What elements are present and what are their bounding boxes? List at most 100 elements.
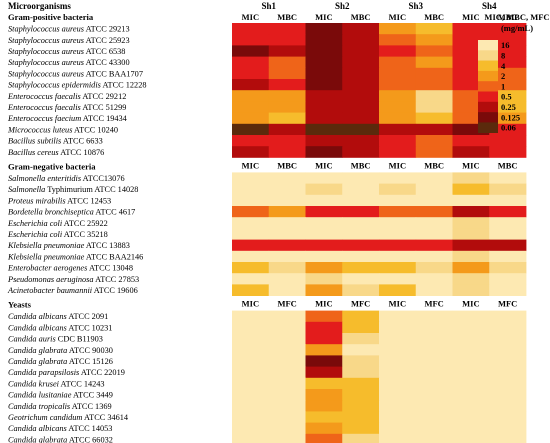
heatmap-cell (379, 284, 417, 296)
heatmap-cell (489, 123, 527, 136)
heatmap-cell (268, 56, 306, 69)
heatmap-cell (268, 355, 306, 367)
row-label: Bordetella bronchiseptica ATCC 4617 (8, 208, 135, 217)
legend-swatch (478, 60, 498, 72)
heatmap-cell (489, 411, 527, 423)
column-header-mbc: MBC (351, 12, 371, 22)
heatmap-cell (268, 273, 306, 285)
strain-id: ATCC 25922 (62, 219, 108, 228)
heatmap-cell (452, 377, 490, 390)
heatmap-cell (232, 135, 270, 147)
strain-id: ATCC 15126 (67, 357, 113, 366)
heatmap-cell (342, 389, 380, 401)
heatmap-cell (452, 433, 490, 443)
section-title: Gram-negative bacteria (8, 161, 96, 171)
heatmap-cell (268, 433, 306, 443)
species-name: Candida lusitaniae (8, 391, 72, 400)
heatmap-cell (379, 389, 417, 401)
strain-id: ATCC 35218 (62, 230, 108, 239)
heatmap-cell (268, 239, 306, 252)
heatmap-cell (305, 250, 343, 263)
section-title: Gram-positive bacteria (8, 12, 94, 22)
compound-header-sh1: Sh1 (261, 1, 276, 11)
species-name: Staphylococcus aureus (8, 36, 84, 45)
heatmap-cell (342, 206, 380, 218)
row-label: Candida albicans ATCC 10231 (8, 323, 112, 332)
heatmap-cell (379, 310, 417, 323)
row-label: Klebsiella pneumoniae ATCC BAA2146 (7, 252, 143, 261)
heatmap-cell (415, 56, 453, 69)
strain-id: ATCC 10231 (67, 323, 113, 332)
heatmap-cell (342, 250, 380, 263)
heatmap-cell (305, 433, 343, 443)
heatmap-cell (232, 217, 270, 229)
species-name: Klebsiella pneumoniae (7, 241, 85, 250)
heatmap-cell (489, 112, 527, 125)
heatmap-cell (268, 250, 306, 263)
heatmap-cell (342, 45, 380, 57)
heatmap-cell (379, 146, 417, 158)
heatmap-cell (452, 90, 490, 102)
heatmap-cell (489, 422, 527, 435)
row-label: Candida albicans ATCC 2091 (8, 312, 108, 321)
heatmap-cell (342, 217, 380, 229)
heatmap-cell (452, 344, 490, 356)
heatmap-cell (379, 333, 417, 345)
heatmap-cell (268, 217, 306, 229)
heatmap-cell (452, 422, 490, 435)
heatmap-cell (305, 45, 343, 57)
heatmap-cell (379, 377, 417, 390)
heatmap-cell (415, 262, 453, 274)
species-name: Bacillus subtilis (8, 137, 61, 146)
heatmap-cell (415, 90, 453, 102)
heatmap-cell (342, 377, 380, 390)
legend-swatch (478, 81, 498, 92)
legend-swatch (478, 40, 498, 51)
heatmap-cell (379, 123, 417, 136)
row-label: Staphylococcus aureus ATCC BAA1707 (8, 69, 143, 78)
heatmap-cell (305, 400, 343, 412)
strain-id: ATCC 13048 (87, 264, 133, 273)
heatmap-cell (305, 101, 343, 113)
heatmap-cell (305, 228, 343, 240)
heatmap-cell (452, 67, 490, 80)
heatmap-cell (268, 262, 306, 274)
heatmap-cell (305, 217, 343, 229)
column-header-mic: MIC (315, 299, 332, 309)
species-name: Enterococcus faecalis (7, 92, 81, 101)
heatmap-cell (379, 344, 417, 356)
column-header-mfc: MFC (277, 299, 296, 309)
species-name: Enterobacter aerogenes (7, 264, 87, 273)
heatmap-cell (268, 284, 306, 296)
heatmap-cell (305, 321, 343, 334)
heatmap-cell (232, 389, 270, 401)
row-label: Candida albicans ATCC 14053 (8, 424, 112, 433)
species-name: Staphylococcus aureus (8, 47, 84, 56)
heatmap-cell (415, 123, 453, 136)
species-name: Staphylococcus aureus (8, 69, 84, 78)
heatmap-cell (379, 217, 417, 229)
row-label: Staphylococcus epidermidis ATCC 12228 (8, 81, 147, 90)
heatmap-cell (268, 422, 306, 435)
heatmap-cell (379, 79, 417, 91)
species-name: Candida glabrata (8, 435, 67, 443)
heatmap-cell (415, 344, 453, 356)
heatmap-cell (452, 146, 490, 158)
heatmap-cell (415, 389, 453, 401)
heatmap-cell (489, 79, 527, 91)
heatmap-cell (379, 411, 417, 423)
heatmap-cell (268, 310, 306, 323)
heatmap-cell (268, 206, 306, 218)
heatmap-cell (415, 273, 453, 285)
heatmap-cell (342, 400, 380, 412)
heatmap-cell (232, 273, 270, 285)
strain-id: ATCC 19606 (92, 286, 138, 295)
strain-id: ATCC 19434 (81, 114, 127, 123)
heatmap-cell (232, 355, 270, 367)
heatmap-cell (268, 172, 306, 184)
legend-swatch (478, 50, 498, 61)
legend-label: 0.06 (501, 123, 516, 133)
heatmap-cell (452, 262, 490, 274)
column-header-mbc: MBC (277, 160, 297, 170)
